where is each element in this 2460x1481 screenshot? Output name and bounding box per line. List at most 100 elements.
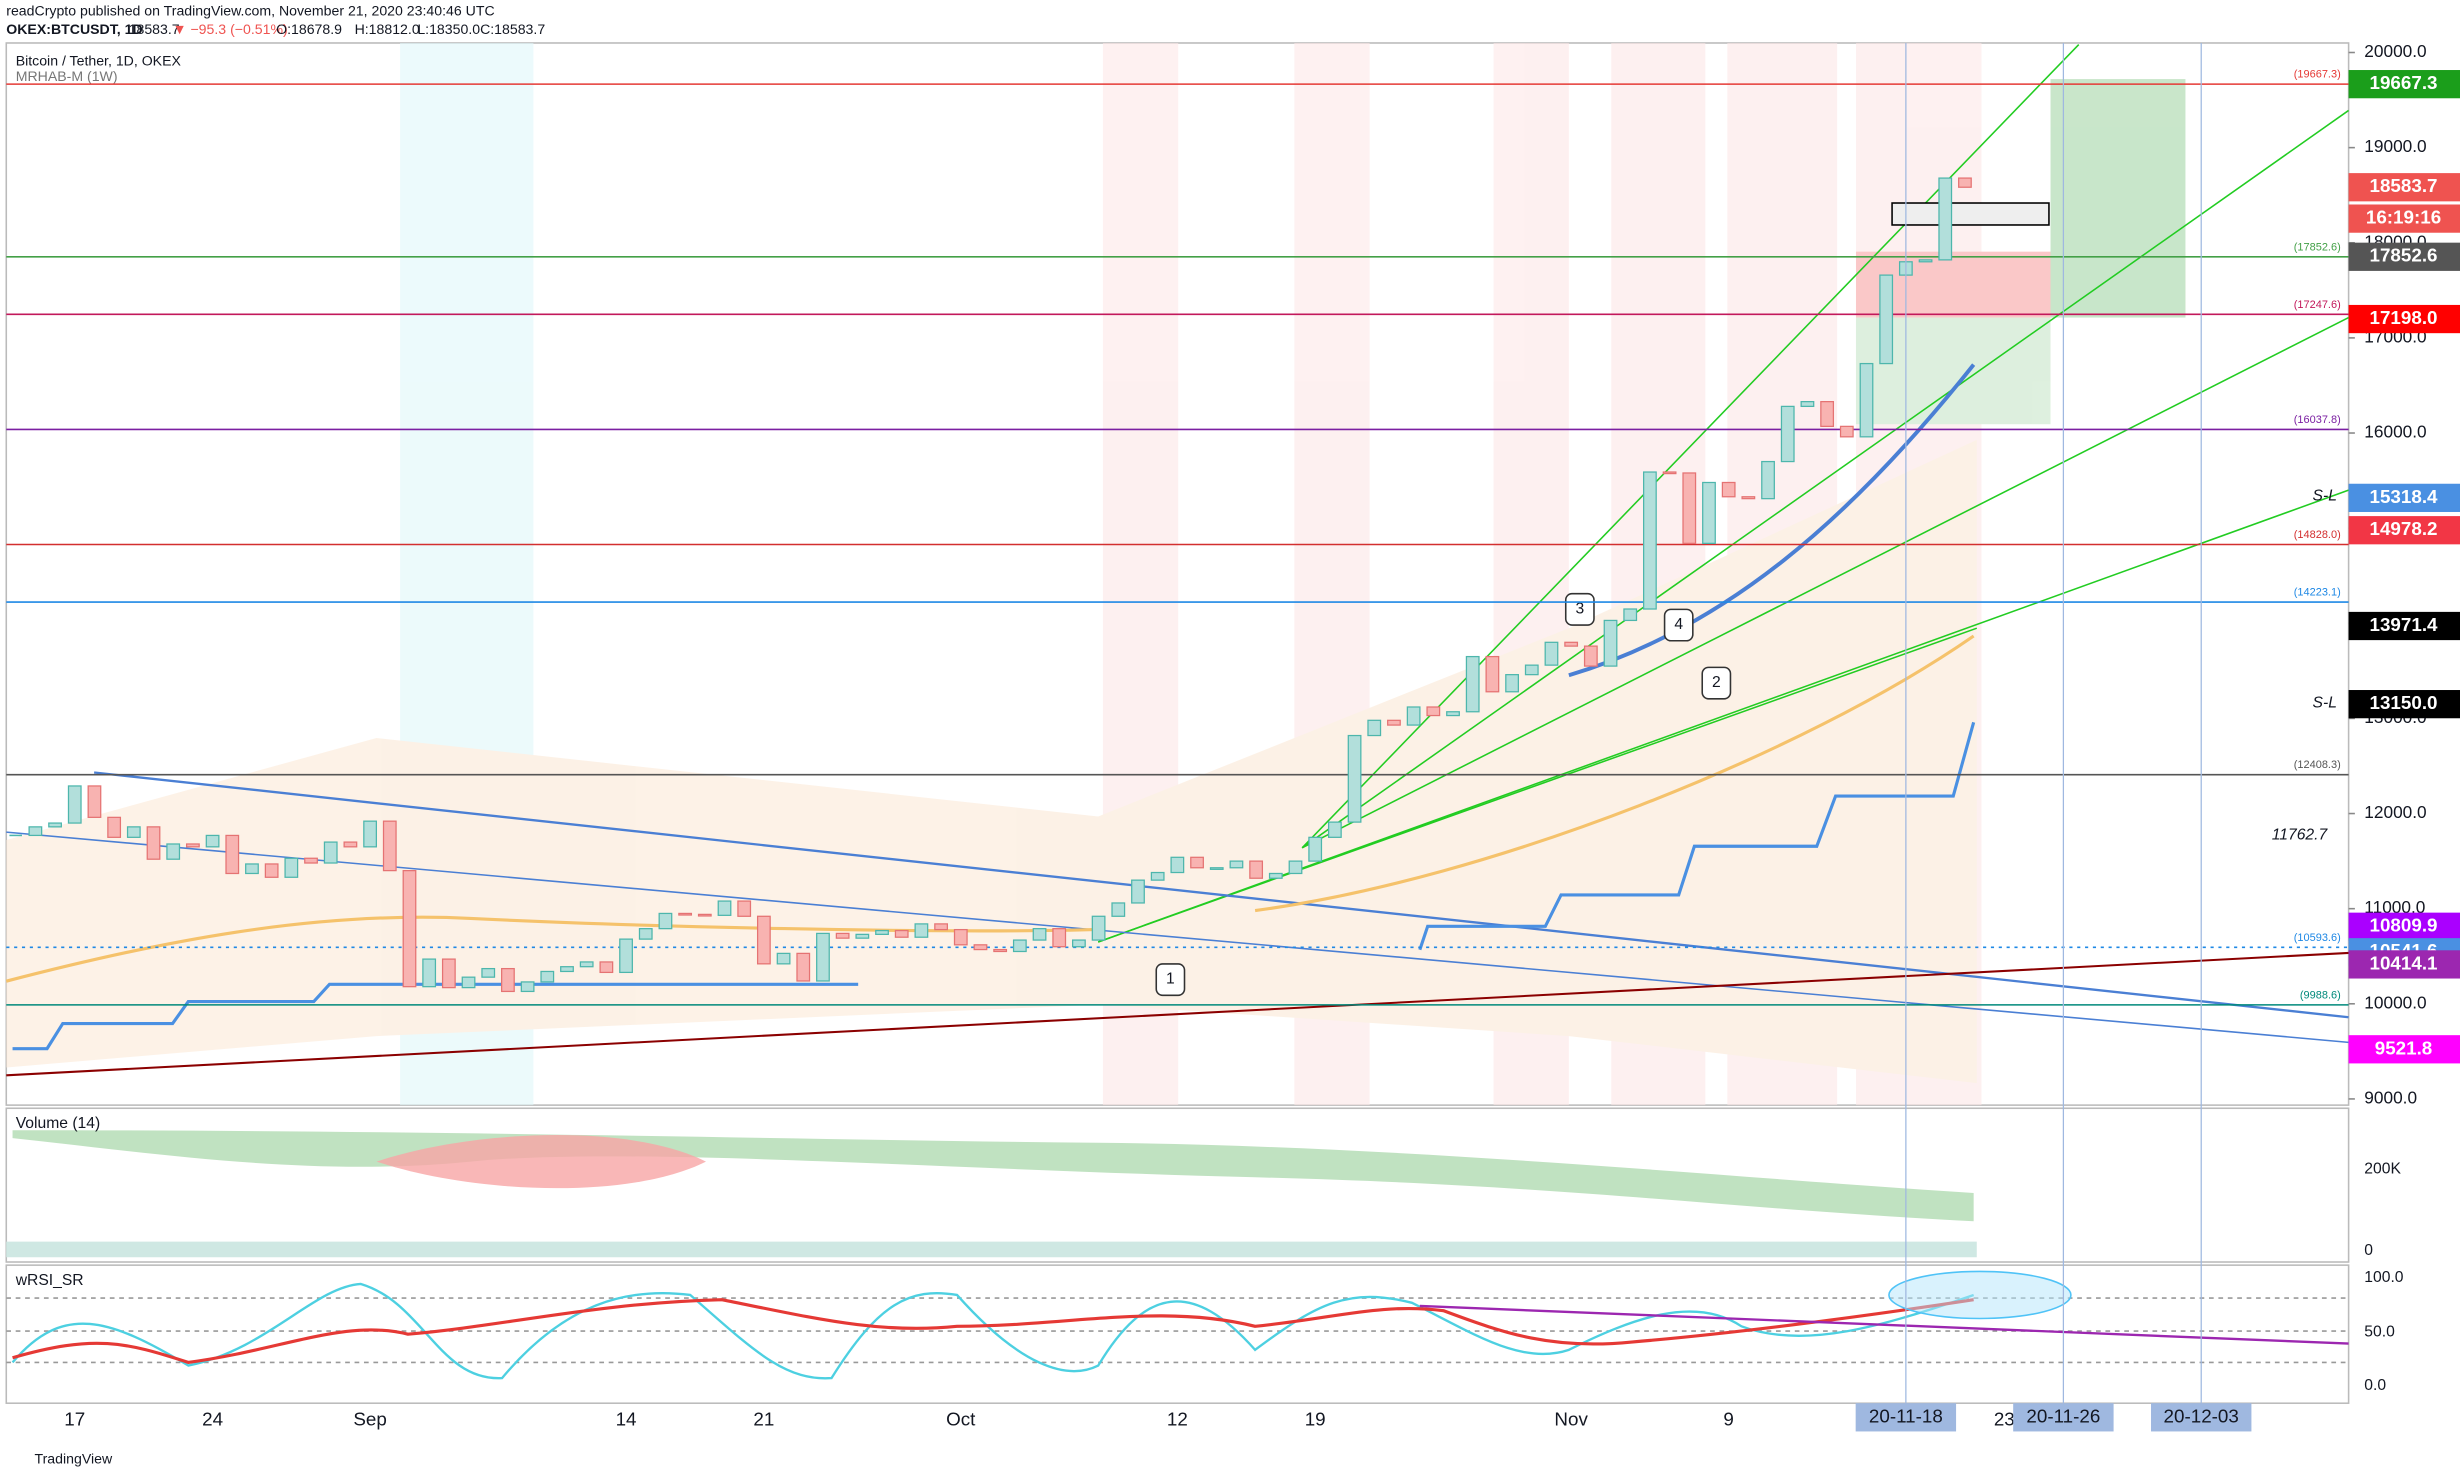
candle xyxy=(1682,472,1697,545)
candle xyxy=(1347,734,1362,823)
legend-title: Bitcoin / Tether, 1D, OKEX xyxy=(16,53,182,69)
candle xyxy=(1583,645,1598,667)
candle xyxy=(323,841,338,864)
y-tick-label: 16000.0 xyxy=(2364,422,2426,442)
candle xyxy=(1800,401,1815,408)
candle xyxy=(875,929,889,935)
candle xyxy=(1131,879,1145,904)
publisher: readCrypto published on TradingView.com,… xyxy=(6,2,494,18)
wave: 2 xyxy=(1712,674,1721,691)
candle xyxy=(225,834,240,875)
candle xyxy=(1426,706,1441,717)
y-tick-label: 20000.0 xyxy=(2364,41,2426,61)
price-tag-label: 17198.0 xyxy=(2370,307,2438,328)
candle xyxy=(579,961,594,968)
candle xyxy=(1820,401,1835,427)
candle xyxy=(1091,915,1106,941)
candle xyxy=(422,958,437,988)
x-tick-label: Sep xyxy=(353,1408,386,1429)
x-tick-label: 14 xyxy=(616,1408,637,1429)
candle xyxy=(1643,471,1657,610)
candle xyxy=(1406,706,1421,726)
candle xyxy=(146,826,161,860)
candle xyxy=(1170,856,1185,874)
y-tick-label: 19000.0 xyxy=(2364,136,2426,156)
candle xyxy=(481,967,496,978)
candle xyxy=(1839,425,1854,438)
date-marker-label: 20-12-03 xyxy=(2164,1405,2239,1426)
level-label: (12408.3) xyxy=(2294,759,2341,771)
candle xyxy=(756,915,771,965)
candle xyxy=(1544,641,1559,666)
candle xyxy=(697,913,712,917)
candle xyxy=(1702,481,1716,545)
level-label: (14223.1) xyxy=(2294,587,2341,599)
level-label: (10593.6) xyxy=(2294,932,2341,944)
x-tick-label: 9 xyxy=(1723,1408,1733,1429)
candle xyxy=(560,966,574,973)
candle xyxy=(245,863,259,875)
candle xyxy=(1288,860,1303,875)
candle xyxy=(1918,259,1933,263)
price-tag-label: 15318.4 xyxy=(2370,486,2439,507)
candle xyxy=(1741,496,1756,500)
candle xyxy=(264,863,279,878)
footer: TradingView xyxy=(35,1450,113,1466)
candle xyxy=(1072,939,1086,948)
candle xyxy=(1209,867,1224,870)
y-tick-label: 11000.0 xyxy=(2364,897,2425,917)
candle xyxy=(343,841,358,848)
x-tick-label: 17 xyxy=(64,1408,85,1429)
candle xyxy=(1780,405,1795,463)
date-marker-box xyxy=(2151,1403,2252,1432)
price-tag xyxy=(2348,70,2460,99)
candle xyxy=(67,785,82,824)
level-label: (17247.6) xyxy=(2294,299,2341,311)
candle xyxy=(1564,641,1579,647)
date-marker-label: 20-11-18 xyxy=(1869,1405,1943,1426)
price-tag xyxy=(2348,950,2460,979)
candle xyxy=(658,912,673,930)
price-tag xyxy=(2348,611,2460,641)
candle xyxy=(717,900,732,916)
volume-pane xyxy=(6,1130,1977,1258)
candle xyxy=(1446,711,1460,717)
candle xyxy=(1505,674,1519,693)
price-tag-label: 14978.2 xyxy=(2370,518,2438,539)
candle xyxy=(363,820,378,848)
candle xyxy=(816,932,830,982)
candle xyxy=(1308,836,1323,862)
candle xyxy=(166,843,181,860)
candle xyxy=(953,928,968,946)
candle xyxy=(973,944,988,951)
x-tick-label: 12 xyxy=(1167,1408,1188,1429)
candle xyxy=(1150,871,1165,881)
candle xyxy=(461,976,476,989)
candle xyxy=(1761,460,1775,500)
candle xyxy=(1524,664,1539,676)
price-tag-label: 9521.8 xyxy=(2375,1037,2433,1058)
volume-title: Volume (14) xyxy=(16,1115,101,1132)
rsi-tick: 100.0 xyxy=(2364,1269,2404,1286)
level-label: (9988.6) xyxy=(2300,989,2341,1001)
x-tick-label: Nov xyxy=(1554,1408,1588,1429)
candle xyxy=(1249,860,1264,879)
volume-tick: 0 xyxy=(2364,1242,2373,1259)
price-tag xyxy=(2348,912,2460,941)
candle xyxy=(1721,481,1736,498)
candle xyxy=(1958,177,1972,188)
price-tag xyxy=(2348,242,2460,271)
candle xyxy=(87,785,102,818)
date-marker-box xyxy=(2013,1403,2114,1432)
candle xyxy=(619,938,633,974)
candle xyxy=(1032,928,1047,941)
candle xyxy=(48,822,62,828)
date-marker-box xyxy=(1855,1403,1957,1432)
rsi-tick: 50.0 xyxy=(2364,1324,2395,1341)
candle xyxy=(1229,860,1244,869)
price-tag-label: 17852.6 xyxy=(2370,245,2438,266)
candle xyxy=(520,981,535,993)
candle xyxy=(126,826,141,838)
volume-tick: 200K xyxy=(2364,1161,2401,1178)
